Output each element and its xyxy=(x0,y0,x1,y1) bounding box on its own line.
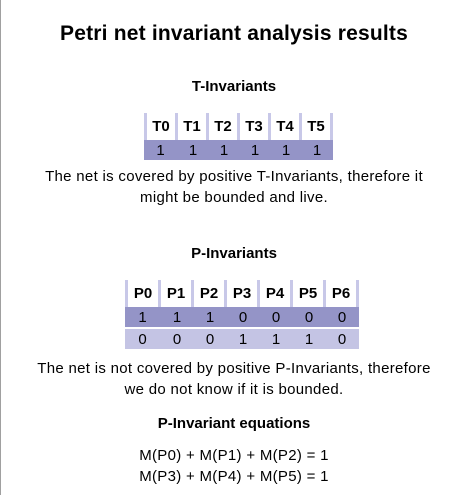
equation-line: M(P0) + M(P1) + M(P2) = 1 xyxy=(139,447,329,464)
p-header-p3: P3 xyxy=(227,280,260,307)
t-invariants-note: The net is covered by positive T-Invaria… xyxy=(0,166,468,208)
p-invariants-note: The net is not covered by positive P-Inv… xyxy=(0,358,468,400)
t-header-t1: T1 xyxy=(178,113,209,140)
table-cell: 1 xyxy=(293,329,326,349)
page-title: Petri net invariant analysis results xyxy=(59,22,408,45)
t-header-t4: T4 xyxy=(271,113,302,140)
table-cell: 1 xyxy=(271,140,302,160)
t-invariants-note-line2: might be bounded and live. xyxy=(140,189,328,206)
table-cell: 1 xyxy=(302,140,333,160)
table-cell: 0 xyxy=(326,329,359,349)
table-cell: 1 xyxy=(240,140,271,160)
t-header-t0: T0 xyxy=(144,113,178,140)
p-header-p4: P4 xyxy=(260,280,293,307)
table-cell: 0 xyxy=(161,329,194,349)
table-cell: 1 xyxy=(227,329,260,349)
t-header-t5: T5 xyxy=(302,113,333,140)
table-cell: 1 xyxy=(260,329,293,349)
table-cell: 0 xyxy=(227,307,260,327)
window-left-border xyxy=(0,0,1,495)
p-header-p2: P2 xyxy=(194,280,227,307)
t-invariants-note-line1: The net is covered by positive T-Invaria… xyxy=(45,168,423,185)
p-invariants-note-line2: we do not know if it is bounded. xyxy=(124,381,344,398)
table-cell: 0 xyxy=(260,307,293,327)
t-header-t3: T3 xyxy=(240,113,271,140)
equations-heading: P-Invariant equations xyxy=(157,415,311,432)
table-cell: 1 xyxy=(178,140,209,160)
table-cell: 1 xyxy=(161,307,194,327)
p-header-p5: P5 xyxy=(293,280,326,307)
table-cell: 1 xyxy=(125,307,161,327)
equation-line: M(P3) + M(P4) + M(P5) = 1 xyxy=(139,468,329,485)
table-cell: 0 xyxy=(326,307,359,327)
table-cell: 1 xyxy=(194,307,227,327)
t-header-t2: T2 xyxy=(209,113,240,140)
table-cell: 0 xyxy=(125,329,161,349)
table-cell: 0 xyxy=(194,329,227,349)
equations-list: M(P0) + M(P1) + M(P2) = 1 M(P3) + M(P4) … xyxy=(0,445,468,487)
table-cell: 0 xyxy=(293,307,326,327)
p-header-p6: P6 xyxy=(326,280,359,307)
p-invariants-heading: P-Invariants xyxy=(191,245,277,262)
t-invariants-heading: T-Invariants xyxy=(191,78,277,95)
p-header-p1: P1 xyxy=(161,280,194,307)
p-header-p0: P0 xyxy=(125,280,161,307)
table-cell: 1 xyxy=(144,140,178,160)
table-cell: 1 xyxy=(209,140,240,160)
p-invariants-note-line1: The net is not covered by positive P-Inv… xyxy=(37,360,431,377)
